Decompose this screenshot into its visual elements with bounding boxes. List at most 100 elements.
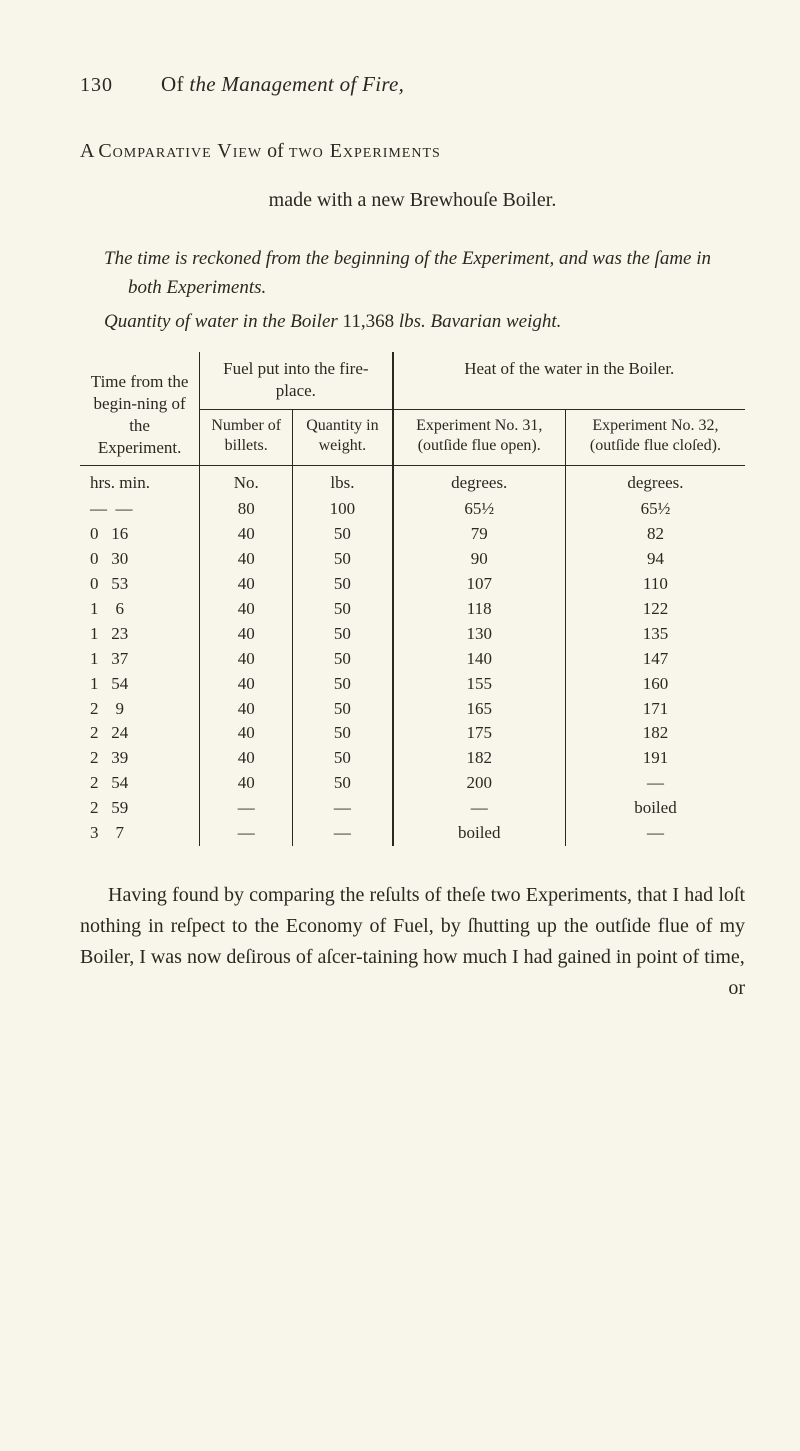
cell-quantity: 50 (293, 597, 393, 622)
running-title-italic: the Management of Fire, (189, 72, 404, 96)
cell-exp31: 200 (393, 771, 566, 796)
cell-exp32: 182 (565, 721, 745, 746)
header-time: Time from the begin-ning of the Experime… (80, 352, 200, 465)
cell-quantity: 50 (293, 647, 393, 672)
table-row: 1 234050130135 (80, 622, 745, 647)
cell-exp32: 82 (565, 522, 745, 547)
para2-c: lbs. Bavarian weight. (394, 311, 561, 332)
subtitle-d: two Experiments (289, 140, 441, 162)
header-number: Number of billets. (200, 409, 293, 466)
comparison-table-wrap: Time from the begin-ning of the Experime… (80, 352, 745, 846)
cell-quantity: 50 (293, 572, 393, 597)
table-row: 1 64050118122 (80, 597, 745, 622)
cell-exp31: — (393, 796, 566, 821)
table-row: 2 544050200— (80, 771, 745, 796)
table-header-row-1: Time from the begin-ning of the Experime… (80, 352, 745, 409)
header-exp32: Experiment No. 32, (outſide flue cloſed)… (565, 409, 745, 466)
subtitle-line-2: made with a new Brewhouſe Boiler. (80, 187, 745, 214)
cell-number: — (200, 821, 293, 846)
cell-number: 40 (200, 522, 293, 547)
cell-exp32: 147 (565, 647, 745, 672)
cell-time: 1 6 (80, 597, 200, 622)
cell-time: 1 37 (80, 647, 200, 672)
cell-exp31: 165 (393, 697, 566, 722)
cell-exp32: — (565, 821, 745, 846)
cell-time: 1 23 (80, 622, 200, 647)
cell-quantity: 50 (293, 622, 393, 647)
cell-quantity: 50 (293, 547, 393, 572)
cell-number: — (200, 796, 293, 821)
cell-number: 40 (200, 647, 293, 672)
page-header: 130 Of the Management of Fire, (80, 70, 745, 99)
running-title: Of the Management of Fire, (161, 70, 404, 98)
table-row: — —8010065½65½ (80, 497, 745, 522)
cell-exp32: 110 (565, 572, 745, 597)
cell-number: 40 (200, 746, 293, 771)
cell-number: 40 (200, 547, 293, 572)
cell-exp32: 171 (565, 697, 745, 722)
cell-exp31: 155 (393, 672, 566, 697)
cell-time: — — (80, 497, 200, 522)
closing-paragraph: Having found by comparing the reſults of… (80, 880, 745, 1004)
running-title-prefix: Of (161, 72, 189, 96)
cell-time: 2 54 (80, 771, 200, 796)
unit-no: No. (200, 466, 293, 497)
header-fuel: Fuel put into the fire-place. (200, 352, 393, 409)
cell-exp31: 65½ (393, 497, 566, 522)
cell-time: 0 30 (80, 547, 200, 572)
table-row: 3 7——boiled— (80, 821, 745, 846)
cell-quantity: 50 (293, 771, 393, 796)
subtitle-b: Comparative View (98, 140, 262, 162)
cell-exp31: 79 (393, 522, 566, 547)
cell-exp32: 135 (565, 622, 745, 647)
cell-exp31: 90 (393, 547, 566, 572)
cell-number: 40 (200, 622, 293, 647)
cell-exp32: 94 (565, 547, 745, 572)
cell-quantity: 50 (293, 697, 393, 722)
table-row: 0 3040509094 (80, 547, 745, 572)
cell-quantity: 50 (293, 672, 393, 697)
cell-exp32: 160 (565, 672, 745, 697)
cell-exp31: 140 (393, 647, 566, 672)
cell-number: 80 (200, 497, 293, 522)
cell-exp32: 191 (565, 746, 745, 771)
cell-quantity: 50 (293, 721, 393, 746)
cell-quantity: 50 (293, 746, 393, 771)
unit-row: hrs. min. No. lbs. degrees. degrees. (80, 466, 745, 497)
unit-deg1: degrees. (393, 466, 566, 497)
cell-quantity: — (293, 821, 393, 846)
table-body: — —8010065½65½0 16405079820 30405090940 … (80, 497, 745, 846)
closing-last: or (80, 973, 745, 1004)
table-row: 0 1640507982 (80, 522, 745, 547)
cell-number: 40 (200, 721, 293, 746)
table-row: 2 94050165171 (80, 697, 745, 722)
intro-para-2: Quantity of water in the Boiler 11,368 l… (80, 307, 745, 336)
cell-number: 40 (200, 697, 293, 722)
cell-exp31: 175 (393, 721, 566, 746)
unit-time: hrs. min. (80, 466, 200, 497)
cell-time: 3 7 (80, 821, 200, 846)
cell-time: 2 9 (80, 697, 200, 722)
subtitle-c: of (262, 140, 289, 162)
para2-b: 11,368 (343, 311, 395, 332)
cell-exp31: 182 (393, 746, 566, 771)
cell-number: 40 (200, 771, 293, 796)
table-row: 1 544050155160 (80, 672, 745, 697)
cell-number: 40 (200, 672, 293, 697)
cell-time: 2 24 (80, 721, 200, 746)
table-row: 2 244050175182 (80, 721, 745, 746)
cell-exp32: 65½ (565, 497, 745, 522)
table-row: 1 374050140147 (80, 647, 745, 672)
unit-deg2: degrees. (565, 466, 745, 497)
cell-exp32: — (565, 771, 745, 796)
table-row: 2 59———boiled (80, 796, 745, 821)
cell-exp31: 130 (393, 622, 566, 647)
cell-time: 1 54 (80, 672, 200, 697)
comparison-table: Time from the begin-ning of the Experime… (80, 352, 745, 846)
closing-text: Having found by comparing the reſults of… (80, 884, 745, 968)
unit-lbs: lbs. (293, 466, 393, 497)
header-exp31: Experiment No. 31, (outſide flue open). (393, 409, 566, 466)
cell-time: 2 39 (80, 746, 200, 771)
subtitle-a: A (80, 140, 98, 162)
cell-number: 40 (200, 597, 293, 622)
